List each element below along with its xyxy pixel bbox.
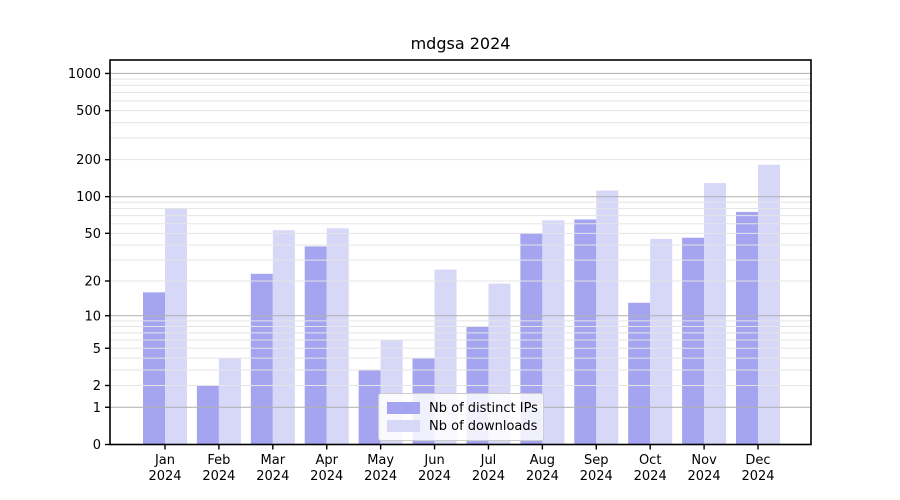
x-tick-label-year: 2024 (526, 469, 559, 484)
bar-ips-apr (304, 246, 327, 445)
bar-downloads-mar (272, 230, 295, 445)
x-tick-label-month: Sep (584, 453, 609, 468)
y-tick-label: 1 (93, 401, 101, 416)
x-tick-label-year: 2024 (741, 469, 774, 484)
x-tick-label-year: 2024 (634, 469, 667, 484)
bar-ips-nov (682, 237, 705, 445)
bar-downloads-apr (326, 228, 349, 445)
legend-label-downloads: Nb of downloads (429, 418, 538, 434)
x-tick-label-month: Apr (315, 453, 338, 468)
bar-ips-jan (143, 292, 165, 445)
bar-downloads-feb (218, 358, 241, 445)
x-tick-label-year: 2024 (256, 469, 289, 484)
x-tick-label-month: Jul (480, 453, 497, 468)
x-tick-label-year: 2024 (364, 469, 397, 484)
legend: Nb of distinct IPs Nb of downloads (378, 393, 544, 441)
bar-downloads-oct (650, 238, 673, 445)
x-tick-label-month: Aug (530, 453, 555, 468)
bar-ips-feb (196, 385, 219, 445)
x-tick-label-month: May (367, 453, 394, 468)
bar-ips-aug (520, 233, 543, 445)
bar-ips-oct (628, 302, 651, 445)
legend-item-downloads: Nb of downloads (387, 417, 538, 435)
y-tick-label: 200 (76, 153, 101, 168)
chart-title: mdgsa 2024 (410, 34, 511, 53)
y-tick-label: 2 (93, 379, 101, 394)
y-tick-label: 50 (84, 227, 101, 242)
x-tick-label-year: 2024 (418, 469, 451, 484)
x-tick-label-month: Dec (745, 453, 770, 468)
x-tick-label-month: Mar (261, 453, 286, 468)
y-tick-label: 5 (93, 342, 101, 357)
bar-downloads-nov (704, 183, 727, 445)
x-tick-label-year: 2024 (202, 469, 235, 484)
x-tick-label-year: 2024 (148, 469, 181, 484)
x-tick-label-year: 2024 (472, 469, 505, 484)
x-tick-label-month: Jun (423, 453, 444, 468)
y-tick-label: 20 (84, 275, 101, 290)
legend-swatch-distinct-ips (387, 402, 420, 414)
bar-downloads-dec (758, 164, 780, 445)
y-tick-label: 0 (93, 438, 101, 453)
x-tick-label-month: Jan (154, 453, 175, 468)
bar-downloads-sep (596, 190, 619, 445)
bar-ips-sep (574, 219, 597, 445)
legend-label-distinct-ips: Nb of distinct IPs (429, 400, 538, 416)
y-tick-label: 100 (76, 190, 101, 205)
legend-swatch-downloads (387, 420, 420, 432)
x-tick-label-month: Feb (207, 453, 230, 468)
x-tick-label-month: Oct (639, 453, 661, 468)
y-tick-label: 500 (76, 104, 101, 119)
y-tick-label: 10 (84, 309, 101, 324)
legend-item-distinct-ips: Nb of distinct IPs (387, 399, 538, 417)
axes-frame (109, 59, 812, 446)
bar-ips-mar (250, 273, 273, 445)
x-tick-label-month: Nov (691, 453, 717, 468)
y-tick-label: 1000 (68, 67, 101, 82)
x-tick-label-year: 2024 (580, 469, 613, 484)
x-tick-label-year: 2024 (688, 469, 721, 484)
bar-ips-dec (736, 211, 758, 445)
x-tick-label-year: 2024 (310, 469, 343, 484)
